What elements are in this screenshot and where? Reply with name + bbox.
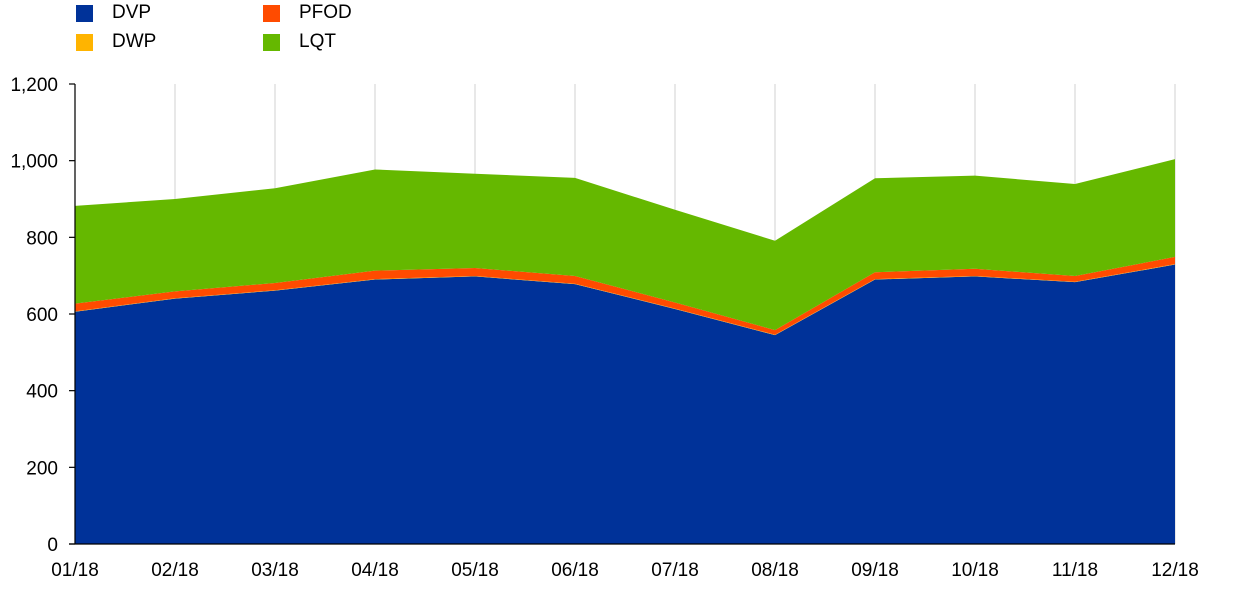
legend-label-pfod: PFOD	[299, 2, 352, 23]
x-tick-label: 05/18	[451, 560, 499, 581]
area-lqt	[75, 159, 1175, 331]
legend-swatch-dvp	[76, 4, 93, 22]
legend-swatch-lqt	[263, 33, 280, 51]
x-tick-label: 11/18	[1052, 560, 1098, 581]
x-tick-label: 12/18	[1151, 560, 1199, 581]
legend-label-dwp: DWP	[112, 31, 157, 52]
x-tick-label: 06/18	[551, 560, 599, 581]
legend-item-dvp: DVP	[76, 0, 151, 26]
area-pfod	[75, 256, 1175, 335]
x-axis-ticks: 01/18 02/18 03/18 04/18 05/18 06/18 07/18 08/18…	[51, 560, 1199, 581]
y-tick-label: 0	[47, 535, 58, 556]
y-axis-ticks: 0 200 400 600 800 1,000 1,200	[10, 75, 75, 556]
x-tick-label: 10/18	[951, 560, 999, 581]
y-tick-label: 1,200	[10, 75, 58, 96]
legend-swatch-dwp	[76, 33, 93, 51]
legend-item-lqt: LQT	[263, 29, 336, 55]
y-tick-label: 200	[26, 458, 58, 479]
legend-label-lqt: LQT	[299, 31, 336, 52]
x-tick-label: 09/18	[851, 560, 899, 581]
y-tick-label: 400	[26, 382, 58, 403]
y-tick-label: 1,000	[10, 152, 58, 173]
x-tick-label: 03/18	[251, 560, 299, 581]
x-tick-label: 04/18	[351, 560, 399, 581]
area-series	[75, 159, 1175, 544]
chart-legend: DVP DWP PFOD LQT	[70, 0, 470, 60]
legend-label-dvp: DVP	[112, 2, 152, 23]
legend-swatch-pfod	[263, 4, 280, 22]
x-tick-label: 02/18	[151, 560, 199, 581]
legend-item-pfod: PFOD	[263, 0, 352, 26]
x-tick-label: 08/18	[751, 560, 799, 581]
y-tick-label: 800	[26, 228, 58, 249]
legend-item-dwp: DWP	[76, 29, 156, 55]
x-tick-label: 07/18	[651, 560, 699, 581]
y-tick-label: 600	[26, 305, 58, 326]
x-tick-label: 01/18	[51, 560, 99, 581]
area-dvp	[75, 264, 1175, 544]
